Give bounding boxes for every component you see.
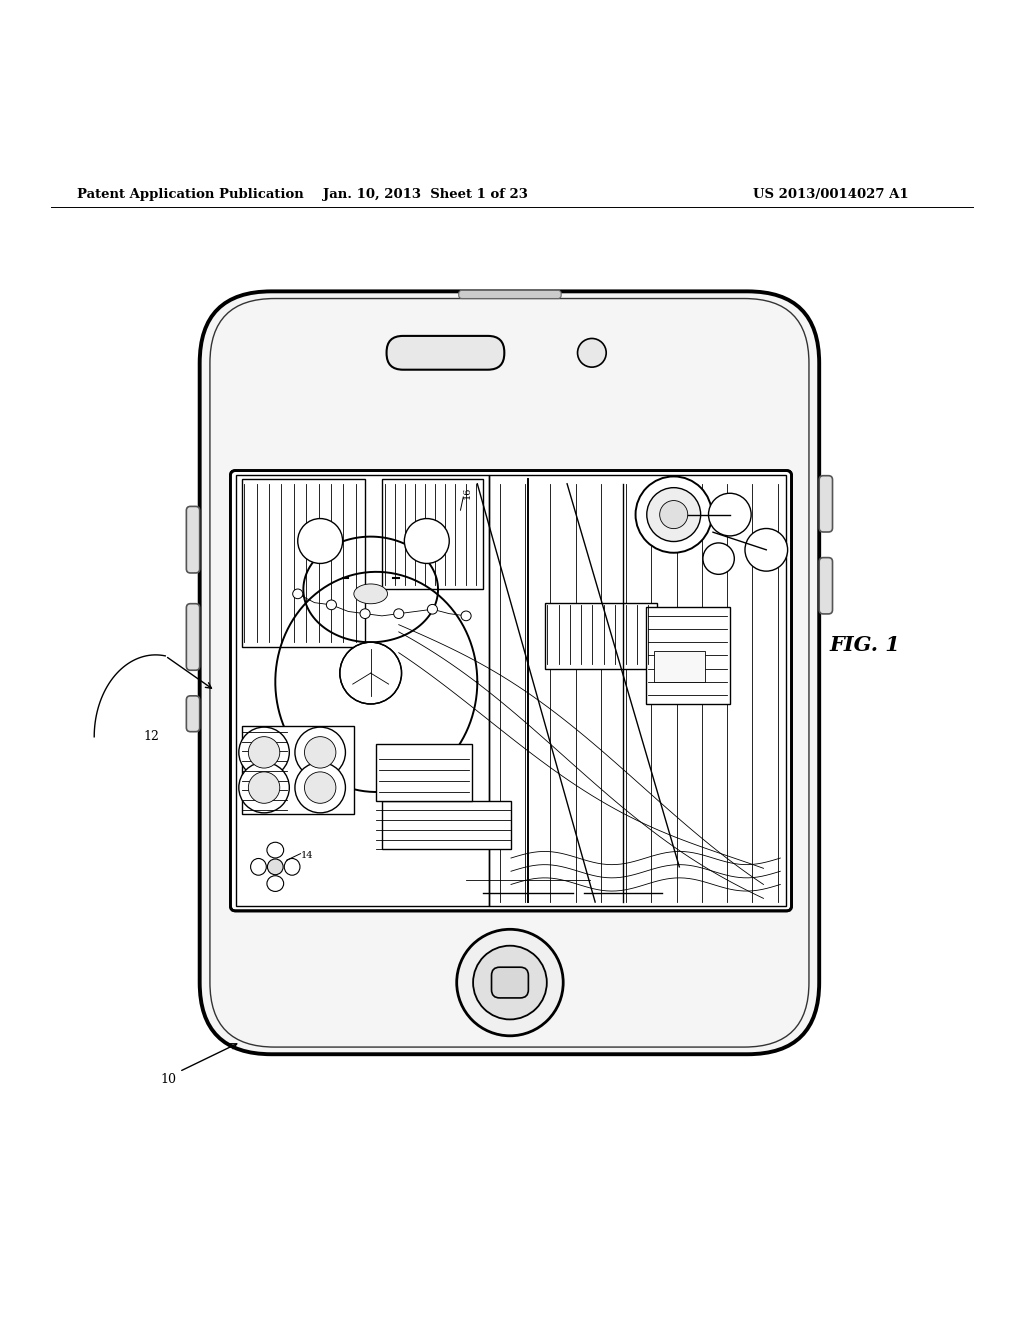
Text: 12: 12 (143, 730, 160, 743)
Bar (382, 801, 511, 849)
Bar (382, 479, 483, 590)
Bar (230, 470, 792, 911)
Circle shape (745, 528, 787, 572)
Circle shape (636, 477, 712, 553)
Circle shape (578, 338, 606, 367)
Text: FIG. 1: FIG. 1 (829, 635, 901, 655)
Ellipse shape (360, 609, 370, 619)
Circle shape (404, 519, 450, 564)
FancyBboxPatch shape (387, 335, 504, 370)
Circle shape (249, 737, 280, 768)
Circle shape (295, 763, 345, 813)
Circle shape (340, 643, 401, 704)
Bar (646, 607, 730, 704)
FancyBboxPatch shape (492, 968, 528, 998)
Circle shape (249, 772, 280, 804)
Text: 10: 10 (160, 1073, 176, 1086)
Circle shape (295, 727, 345, 777)
Bar (376, 743, 472, 801)
Ellipse shape (393, 609, 403, 619)
Circle shape (702, 543, 734, 574)
Circle shape (239, 727, 290, 777)
Ellipse shape (267, 842, 284, 858)
FancyBboxPatch shape (459, 290, 561, 298)
Circle shape (473, 945, 547, 1019)
Ellipse shape (267, 875, 284, 891)
Text: Patent Application Publication: Patent Application Publication (77, 187, 303, 201)
Ellipse shape (285, 858, 300, 875)
Text: 16: 16 (463, 487, 472, 499)
Text: 14: 14 (301, 851, 313, 861)
FancyBboxPatch shape (200, 292, 819, 1055)
Bar (242, 726, 354, 814)
FancyBboxPatch shape (186, 696, 200, 731)
FancyBboxPatch shape (819, 557, 833, 614)
Circle shape (239, 763, 290, 813)
Ellipse shape (293, 589, 303, 599)
FancyBboxPatch shape (819, 475, 833, 532)
Circle shape (267, 859, 284, 875)
Bar (488, 475, 786, 907)
Bar (242, 479, 366, 647)
Ellipse shape (354, 583, 387, 603)
Ellipse shape (327, 601, 337, 610)
Bar (654, 651, 705, 682)
Circle shape (709, 494, 752, 536)
Ellipse shape (427, 605, 437, 614)
Circle shape (457, 929, 563, 1036)
Bar (545, 603, 656, 669)
Bar (230, 470, 792, 911)
FancyBboxPatch shape (186, 507, 200, 573)
Ellipse shape (251, 858, 266, 875)
Ellipse shape (461, 611, 471, 620)
Circle shape (304, 737, 336, 768)
Circle shape (647, 487, 700, 541)
Circle shape (304, 772, 336, 804)
Bar (236, 475, 488, 907)
Text: Jan. 10, 2013  Sheet 1 of 23: Jan. 10, 2013 Sheet 1 of 23 (323, 187, 527, 201)
FancyBboxPatch shape (186, 603, 200, 671)
Circle shape (298, 519, 343, 564)
Circle shape (659, 500, 688, 528)
Text: US 2013/0014027 A1: US 2013/0014027 A1 (753, 187, 908, 201)
